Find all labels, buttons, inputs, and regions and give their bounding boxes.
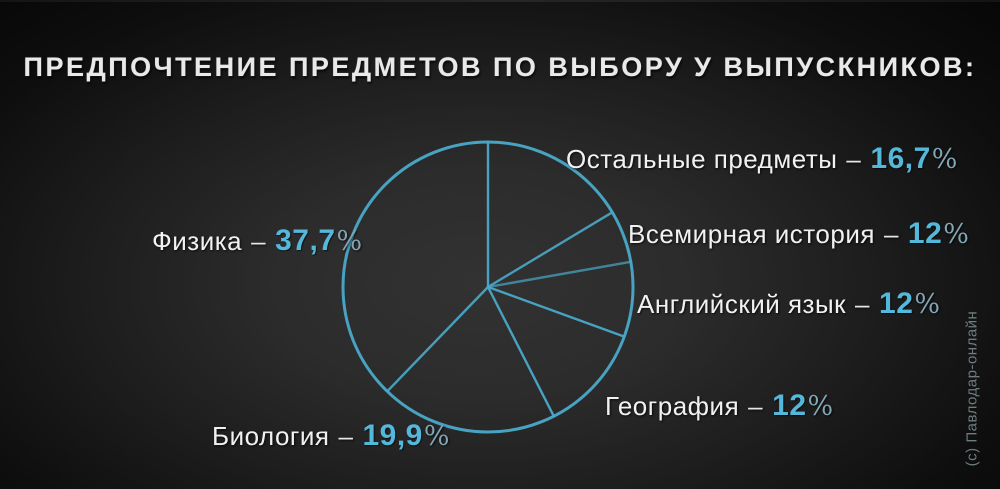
pie-slice-divider bbox=[486, 285, 556, 418]
slice-name: Физика bbox=[152, 226, 243, 256]
pie-label-ostalnye-predmety: Остальные предметы –16,7% bbox=[566, 142, 958, 176]
pie-slice-divider bbox=[386, 285, 490, 393]
pie-label-geografiya: География –12% bbox=[605, 389, 834, 423]
percent-sign: % bbox=[943, 219, 970, 250]
chart-title: ПРЕДПОЧТЕНИЕ ПРЕДМЕТОВ ПО ВЫБОРУ У ВЫПУС… bbox=[23, 52, 977, 82]
pie-slice-divider bbox=[486, 285, 626, 338]
slice-value: 16,7 bbox=[870, 142, 931, 175]
slice-value: 12 bbox=[907, 217, 943, 250]
slice-value: 37,7 bbox=[275, 224, 336, 257]
percent-sign: % bbox=[423, 421, 450, 452]
pie-slice-divider bbox=[486, 260, 632, 289]
slice-value: 12 bbox=[772, 389, 807, 422]
percent-sign: % bbox=[807, 391, 834, 422]
separator: – bbox=[251, 226, 267, 256]
slice-value: 19,9 bbox=[362, 419, 423, 452]
pie-slice-divider bbox=[486, 211, 614, 289]
slice-name: Английский язык bbox=[637, 289, 847, 319]
pie-label-fizika: Физика –37,7% bbox=[152, 224, 363, 258]
percent-sign: % bbox=[336, 226, 363, 257]
slice-name: Остальные предметы bbox=[566, 144, 838, 174]
slice-name: География bbox=[605, 391, 740, 421]
pie-label-biologiya: Биология –19,9% bbox=[212, 419, 450, 453]
pie-chart bbox=[341, 140, 635, 434]
separator: – bbox=[855, 289, 871, 319]
percent-sign: % bbox=[914, 289, 941, 320]
separator: – bbox=[748, 391, 764, 421]
slice-value: 12 bbox=[879, 287, 914, 320]
slice-name: Всемирная история bbox=[628, 219, 875, 249]
percent-sign: % bbox=[931, 144, 958, 175]
pie-label-vsemirnaya-istoriya: Всемирная история –12% bbox=[628, 217, 969, 251]
watermark-credit: (с) Павлодар-онлайн bbox=[963, 310, 981, 467]
pie-label-angliyskiy-yazyk: Английский язык –12% bbox=[637, 287, 941, 321]
separator: – bbox=[338, 421, 354, 451]
separator: – bbox=[883, 219, 899, 249]
separator: – bbox=[846, 144, 862, 174]
slice-name: Биология bbox=[212, 421, 330, 451]
